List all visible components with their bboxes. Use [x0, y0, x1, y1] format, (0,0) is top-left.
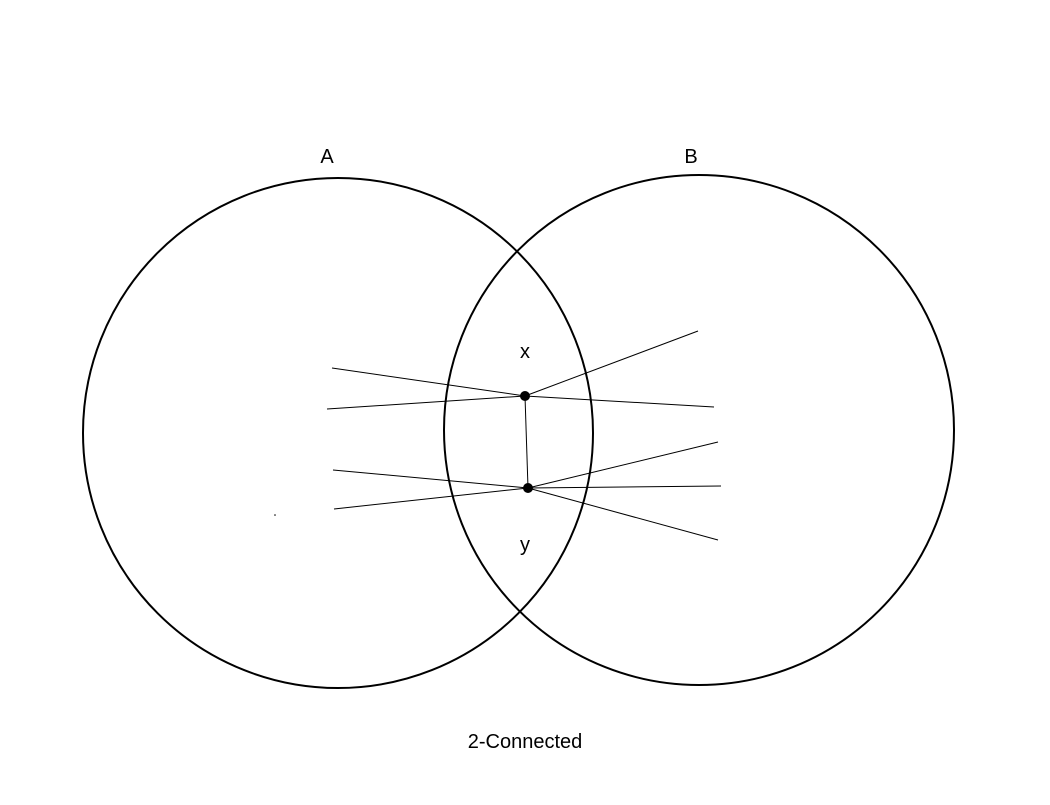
edge-x-right-upper [524, 330, 699, 397]
diagram-caption: 2-Connected [468, 731, 583, 753]
set-a-circle [82, 177, 594, 689]
edge-x-right-lower [524, 395, 715, 408]
edge-y-left-lower [333, 487, 529, 510]
vertex-y [523, 483, 533, 493]
edge-x-left-upper [331, 367, 526, 397]
vertex-x-label: x [520, 341, 530, 363]
edge-x-left-lower [326, 395, 526, 410]
edge-y-right-upper [527, 441, 719, 489]
edge-x-y [524, 395, 529, 489]
vertex-x [520, 391, 530, 401]
edge-y-right-middle [527, 485, 722, 489]
stray-dot [274, 514, 276, 516]
set-a-label: A [320, 146, 334, 168]
set-b-circle [443, 174, 955, 686]
vertex-y-label: y [520, 534, 530, 556]
edge-y-right-lower [527, 487, 719, 541]
edge-y-left-upper [332, 469, 529, 489]
set-b-label: B [684, 146, 697, 168]
